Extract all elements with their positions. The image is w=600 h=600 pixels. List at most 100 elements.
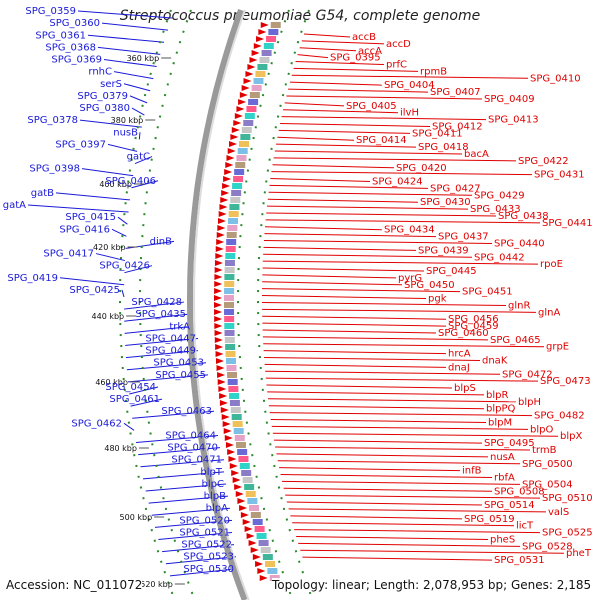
gene-arrow-right (224, 169, 233, 175)
gene-label-right: pyrG (398, 273, 422, 284)
gene-label-right: SPG_0418 (418, 142, 469, 153)
connector-left (130, 398, 163, 407)
tick-label: 400 kbp (99, 180, 132, 189)
gene-block-right (234, 169, 245, 175)
connector-right (284, 102, 345, 107)
gene-label-right: SPG_0420 (396, 163, 447, 174)
gene-arrow-right (259, 575, 268, 581)
gene-label-right: SPG_0451 (462, 287, 513, 298)
gene-block-right (227, 225, 238, 231)
gene-block-right (249, 92, 260, 98)
gene-label-right: SPG_0528 (522, 541, 573, 552)
gene-label-right: SPG_0473 (540, 376, 591, 387)
connector-right (273, 157, 517, 162)
connector-right (283, 109, 399, 114)
gene-arrow-right (216, 232, 225, 238)
gene-block-right (224, 295, 235, 301)
gene-block-right (233, 428, 244, 434)
gene-label-right: accB (352, 32, 376, 43)
gene-label-right: SPG_0456 (448, 314, 499, 325)
connector-right (304, 33, 351, 38)
gene-label-left: gatB (31, 188, 54, 199)
gene-label-right: SPG_0440 (494, 238, 545, 249)
connector-right (296, 535, 489, 540)
gene-arrow-right (226, 155, 235, 161)
gene-arrow-right (247, 64, 256, 70)
gene-block-right (225, 351, 236, 357)
gene-block-right (236, 155, 247, 161)
gene-block-right (257, 64, 268, 70)
connector-right (262, 281, 403, 286)
gene-label-left: dinB (150, 236, 172, 247)
gene-block-right (226, 232, 237, 238)
backbone-highlight (192, 9, 250, 600)
gene-label-left: blpA (206, 503, 228, 514)
connector-right (270, 418, 487, 423)
gene-arrow-right (219, 393, 228, 399)
gene-label-right: SPG_0433 (470, 204, 521, 215)
gene-label-right: SPG_0430 (420, 197, 471, 208)
gene-arrow-right (249, 57, 258, 63)
gene-label-left: SPG_0447 (145, 333, 196, 344)
gene-block-right (232, 421, 243, 427)
connector-right (286, 501, 483, 506)
gene-block-right (231, 190, 242, 196)
connector-right (282, 480, 521, 485)
gene-block-right (227, 218, 238, 224)
gene-block-right (224, 260, 235, 266)
connector-right (262, 329, 437, 334)
gene-arrow-right (215, 358, 224, 364)
gene-arrow-right (255, 561, 264, 567)
backbone-arc (186, 8, 248, 600)
gene-label-left: SPG_0463 (161, 406, 212, 417)
gene-block-right (249, 505, 260, 511)
gene-label-right: SPG_0429 (474, 190, 525, 201)
gene-arrow-right (221, 414, 230, 420)
gene-block-right (240, 134, 251, 140)
tick-label: 360 kbp (127, 54, 160, 63)
gene-label-right: blpR (486, 390, 508, 401)
connector-right (262, 274, 397, 279)
connector-left (131, 180, 159, 189)
gene-block-right (246, 106, 257, 112)
gene-label-left: SPG_0470 (167, 443, 218, 454)
gene-label-right: SPG_0500 (522, 459, 573, 470)
connector-right (262, 315, 447, 320)
connector-right (267, 391, 485, 396)
connector-right (264, 233, 437, 238)
gene-label-right: bacA (464, 149, 489, 160)
connector-right (295, 61, 385, 66)
gene-label-right: SPG_0438 (498, 211, 549, 222)
gene-block-right (224, 323, 235, 329)
gene-label-right: SPG_0407 (430, 87, 481, 98)
gene-label-left: SPG_0428 (131, 297, 182, 308)
gene-arrow-right (257, 568, 266, 574)
gene-label-left: SPG_0426 (99, 261, 150, 272)
gene-block-right (228, 386, 239, 392)
gene-block-right (225, 358, 236, 364)
gene-arrow-right (223, 176, 232, 182)
gene-label-left: SPG_0461 (109, 394, 160, 405)
connector-left (59, 277, 125, 286)
gene-arrow-right (231, 470, 240, 476)
gene-block-right (232, 183, 243, 189)
connector-right (288, 88, 429, 93)
gene-label-right: prfC (386, 60, 407, 71)
gene-label-left: SPG_0425 (69, 285, 120, 296)
gene-arrow-right (243, 78, 252, 84)
connector-right (291, 74, 529, 79)
connector-right (272, 432, 559, 437)
gene-label-right: rbfA (494, 473, 515, 484)
connector-right (286, 95, 483, 100)
gene-label-right: SPG_0424 (372, 177, 423, 188)
connector-left (101, 22, 169, 31)
gene-block-right (266, 36, 277, 42)
gene-block-right (261, 50, 272, 56)
connector-left (113, 71, 154, 80)
gene-label-left: nusB (113, 127, 138, 138)
gene-block-right (229, 400, 240, 406)
gene-arrow-right (244, 526, 253, 532)
connector-right (264, 357, 481, 362)
